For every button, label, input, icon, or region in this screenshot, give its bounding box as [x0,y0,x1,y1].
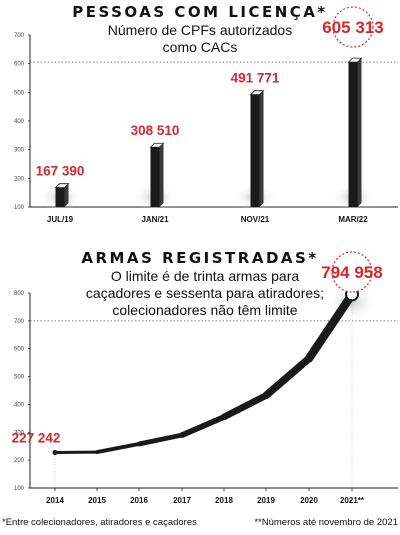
y-tick-label: 400 [14,402,25,408]
y-tick-label: 700 [14,319,25,325]
footnote-right: **Números até novembro de 2021 [254,517,398,528]
y-tick-label: 600 [14,62,25,68]
y-tick-label: 800 [14,291,25,297]
x-tick-label: 2021** [340,496,365,505]
y-tick-label: 200 [14,176,25,182]
bar-top [347,57,363,63]
chart1-title: PESSOAS COM LICENÇA* [72,3,328,21]
bar [55,187,65,207]
chart1-subtitle-line1: Número de CPFs autorizados [107,22,293,38]
data-label: 167 390 [36,164,85,179]
bar-top [54,183,70,189]
chart2-subtitle: O limite é de trinta armas para caçadore… [85,268,325,319]
data-label: 794 958 [321,263,382,282]
x-tick-label: 2017 [173,496,191,505]
highlight-ring [331,251,373,293]
bar-top [249,90,265,96]
series-line [304,290,357,363]
bar-top [149,142,165,148]
y-tick-label: 600 [14,347,25,353]
bar [150,147,160,207]
x-tick-label: 2015 [88,496,106,505]
series-line [262,354,313,400]
x-tick-label: 2019 [257,496,275,505]
data-label: 227 242 [12,431,61,446]
series-line [179,414,227,438]
x-tick-label: JUL/19 [47,215,74,224]
x-tick-label: MAR/22 [338,215,368,224]
y-tick-label: 300 [14,148,25,154]
y-tick-label: 400 [14,119,25,125]
x-tick-label: 2016 [130,496,148,505]
series-line [136,432,185,447]
bar [250,94,260,207]
licenses-bar-chart: 100 200 300 400 500 600 700 JUL/19 167 390 JAN/2… [14,6,398,224]
y-tick-label: 700 [14,33,25,39]
data-label: 605 313 [322,18,383,37]
bar-side [64,183,69,207]
bar-side [259,90,264,207]
x-tick-label: 2018 [215,496,233,505]
x-tick-label: 2020 [300,496,318,505]
weapons-line-chart: 100 200 300 400 500 600 700 800 2014 2015 2016 201… [12,251,398,505]
data-label: 308 510 [131,123,180,138]
data-point [52,450,58,456]
highlight-ring [332,6,374,48]
bar-side [159,143,164,207]
x-tick-label: NOV/21 [241,215,270,224]
y-tick-label: 300 [14,430,25,436]
y-tick-label: 100 [14,205,25,211]
series-line [220,392,270,421]
chart1-subtitle-line2: como CACs [162,39,238,55]
y-tick-label: 500 [14,375,25,381]
chart2-subtitle-line2: caçadores e sessenta para atiradores; [85,285,325,301]
y-tick-label: 500 [14,90,25,96]
chart2-subtitle-line1: O limite é de trinta armas para [110,268,300,284]
chart1-subtitle: Número de CPFs autorizados como CACs [95,22,305,56]
x-tick-label: 2014 [46,496,64,505]
bar-side [357,58,362,207]
data-label: 491 771 [231,71,280,86]
y-tick-label: 200 [14,458,25,464]
x-tick-label: JAN/21 [141,215,169,224]
chart2-title: ARMAS REGISTRADAS* [81,249,319,267]
chart2-subtitle-line3: colecionadores não têm limite [112,302,298,318]
footnote-left: *Entre colecionadores, atiradores e caça… [2,517,197,528]
bar [348,62,358,207]
y-tick-label: 100 [14,486,25,492]
series-line [95,442,141,455]
